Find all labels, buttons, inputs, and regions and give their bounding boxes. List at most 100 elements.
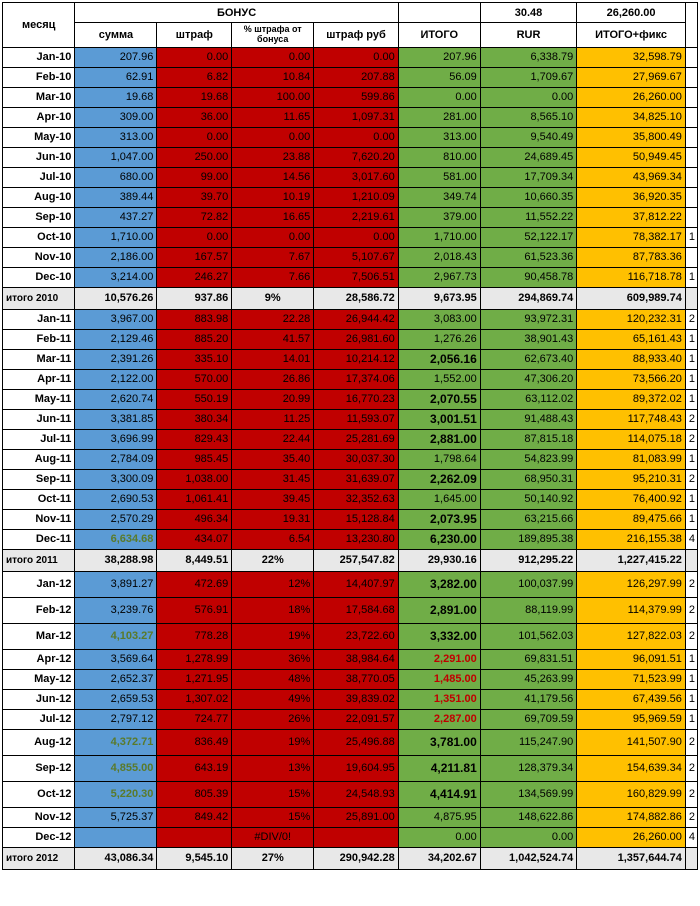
cell: Jan-12	[3, 571, 75, 597]
cell	[685, 147, 697, 167]
cell: Mar-11	[3, 349, 75, 369]
table-row: Apr-112,122.00570.0026.8617,374.061,552.…	[3, 369, 698, 389]
cell: 3,332.00	[398, 623, 480, 649]
col-sum: сумма	[75, 23, 157, 48]
cell: 3,083.00	[398, 309, 480, 329]
val-b: 26,260.00	[577, 3, 686, 23]
cell: 2,797.12	[75, 709, 157, 729]
cell	[685, 67, 697, 87]
cell: 22%	[232, 549, 314, 571]
cell: 62,673.40	[480, 349, 577, 369]
cell: 43,969.34	[577, 167, 686, 187]
col-pct: % штрафа от бонуса	[232, 23, 314, 48]
cell: 6.54	[232, 529, 314, 549]
cell: 1,307.02	[157, 689, 232, 709]
table-row: Jul-10680.0099.0014.563,017.60581.0017,7…	[3, 167, 698, 187]
cell: Nov-11	[3, 509, 75, 529]
cell: 31,639.07	[314, 469, 398, 489]
cell: 379.00	[398, 207, 480, 227]
table-row: Dec-103,214.00246.277.667,506.512,967.73…	[3, 267, 698, 287]
cell: Nov-12	[3, 807, 75, 827]
table-row: Dec-12#DIV/0!0.000.0026,260.004	[3, 827, 698, 847]
cell: 985.45	[157, 449, 232, 469]
cell: 1	[685, 227, 697, 247]
cell: 1	[685, 489, 697, 509]
cell: Dec-12	[3, 827, 75, 847]
cell: 14.56	[232, 167, 314, 187]
stub	[685, 3, 697, 48]
cell: 281.00	[398, 107, 480, 127]
cell: 609,989.74	[577, 287, 686, 309]
cell: May-12	[3, 669, 75, 689]
cell: 0.00	[232, 47, 314, 67]
cell: 0.00	[398, 827, 480, 847]
cell: 11.25	[232, 409, 314, 429]
cell: 2,073.95	[398, 509, 480, 529]
cell: 23.88	[232, 147, 314, 167]
cell: 65,161.43	[577, 329, 686, 349]
cell: 26,981.60	[314, 329, 398, 349]
cell: 22.28	[232, 309, 314, 329]
cell: 78,382.17	[577, 227, 686, 247]
cell: 12%	[232, 571, 314, 597]
cell: 2,652.37	[75, 669, 157, 689]
cell: 4	[685, 827, 697, 847]
cell: 2	[685, 729, 697, 755]
cell: итого 2011	[3, 549, 75, 571]
table-row: Oct-101,710.000.000.000.001,710.0052,122…	[3, 227, 698, 247]
cell: 6,230.00	[398, 529, 480, 549]
cell: 313.00	[398, 127, 480, 147]
cell: 1,351.00	[398, 689, 480, 709]
cell: 52,122.17	[480, 227, 577, 247]
cell: 120,232.31	[577, 309, 686, 329]
cell: 126,297.99	[577, 571, 686, 597]
cell: 581.00	[398, 167, 480, 187]
cell: 88,119.99	[480, 597, 577, 623]
table-row: Oct-112,690.531,061.4139.4532,352.631,64…	[3, 489, 698, 509]
cell: 4,103.27	[75, 623, 157, 649]
cell: 2	[685, 807, 697, 827]
cell: 167.57	[157, 247, 232, 267]
cell	[685, 847, 697, 869]
table-row: Jan-113,967.00883.9822.2826,944.423,083.…	[3, 309, 698, 329]
cell: Oct-12	[3, 781, 75, 807]
cell: 69,709.59	[480, 709, 577, 729]
cell: 3,282.00	[398, 571, 480, 597]
cell: 1	[685, 329, 697, 349]
cell: 1,227,415.22	[577, 549, 686, 571]
cell: 1	[685, 449, 697, 469]
cell: 1,485.00	[398, 669, 480, 689]
cell: 1	[685, 689, 697, 709]
cell: Aug-10	[3, 187, 75, 207]
cell	[685, 107, 697, 127]
table-row: Feb-123,239.76576.9118%17,584.682,891.00…	[3, 597, 698, 623]
cell: 7,620.20	[314, 147, 398, 167]
cell: Nov-10	[3, 247, 75, 267]
cell: 89,475.66	[577, 509, 686, 529]
cell: 885.20	[157, 329, 232, 349]
cell: Feb-12	[3, 597, 75, 623]
table-row: Jun-122,659.531,307.0249%39,839.021,351.…	[3, 689, 698, 709]
cell: 1	[685, 349, 697, 369]
cell: 90,458.78	[480, 267, 577, 287]
cell	[685, 207, 697, 227]
cell: 34,202.67	[398, 847, 480, 869]
cell: 1,271.95	[157, 669, 232, 689]
cell	[685, 47, 697, 67]
cell: 550.19	[157, 389, 232, 409]
cell: Aug-12	[3, 729, 75, 755]
cell: 246.27	[157, 267, 232, 287]
cell: 100.00	[232, 87, 314, 107]
cell: May-10	[3, 127, 75, 147]
cell: 47,306.20	[480, 369, 577, 389]
cell: 11.65	[232, 107, 314, 127]
cell: 2,291.00	[398, 649, 480, 669]
table-row: Mar-1019.6819.68100.00599.860.000.0026,2…	[3, 87, 698, 107]
cell: 93,972.31	[480, 309, 577, 329]
cell: 10,576.26	[75, 287, 157, 309]
cell	[685, 549, 697, 571]
cell: 36.00	[157, 107, 232, 127]
cell	[157, 827, 232, 847]
cell: 472.69	[157, 571, 232, 597]
table-row: Jul-122,797.12724.7726%22,091.572,287.00…	[3, 709, 698, 729]
